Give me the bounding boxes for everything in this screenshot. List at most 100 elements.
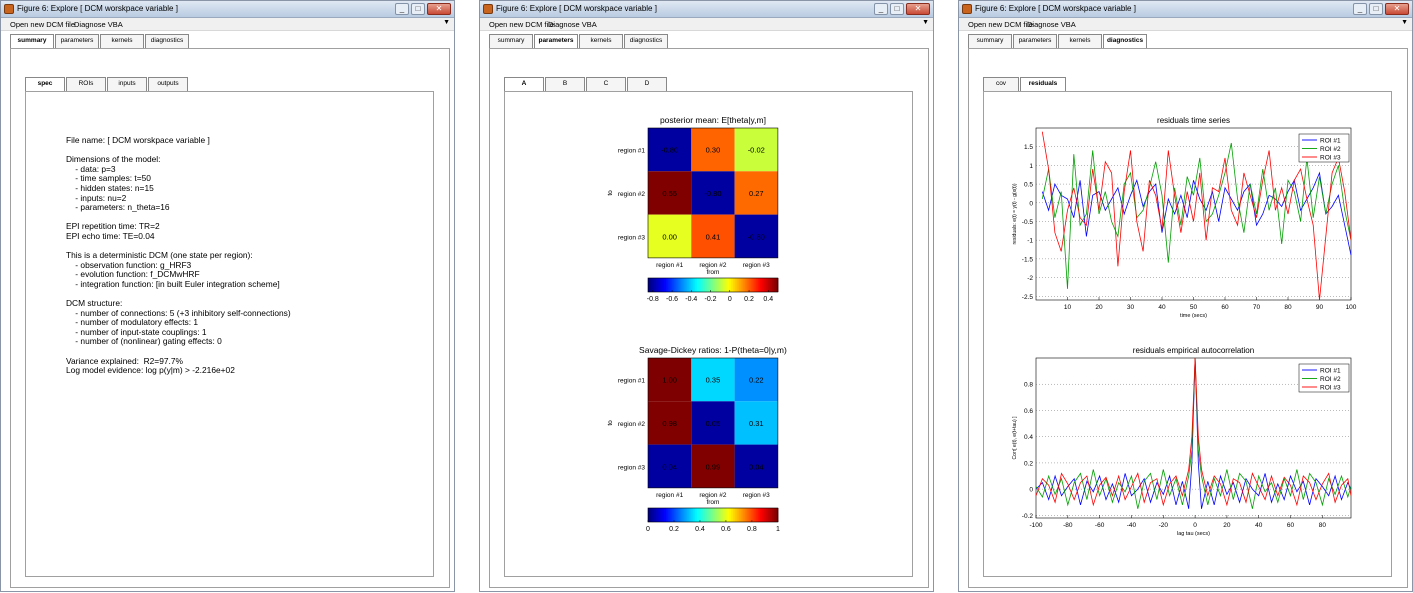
menu-dropdown-icon[interactable]: ▼ <box>922 19 929 26</box>
colorbar-segment <box>719 278 722 292</box>
subtab-d[interactable]: D <box>627 77 667 91</box>
colorbar-segment <box>735 278 738 292</box>
colorbar-segment <box>692 278 696 292</box>
colorbar-segment <box>648 278 651 292</box>
colorbar-segment <box>773 278 777 292</box>
x-axis-label: lag tau (secs) <box>1177 531 1210 537</box>
window-title: Figure 6: Explore [ DCM worskpace variab… <box>17 4 178 13</box>
colorbar-segment <box>727 508 730 522</box>
colorbar-segment <box>729 508 732 522</box>
y-tick-label: 0.8 <box>1024 382 1033 389</box>
colorbar-segment <box>662 278 665 292</box>
colorbar-segment <box>650 278 653 292</box>
menu-diagnose-vba[interactable]: Diagnose VBA <box>74 20 123 29</box>
maximize-button[interactable]: □ <box>1369 3 1383 15</box>
series-line <box>1041 142 1352 289</box>
subtab-inputs[interactable]: inputs <box>107 77 147 91</box>
heatmap-cell <box>691 171 735 215</box>
menu-bar: Open new DCM file Diagnose VBA ▼ <box>1 18 454 31</box>
colorbar-segment <box>680 278 684 292</box>
subtab-outputs[interactable]: outputs <box>148 77 188 91</box>
colorbar-segment <box>686 278 690 292</box>
tab-summary[interactable]: summary <box>10 34 54 49</box>
title-bar[interactable]: Figure 6: Explore [ DCM worskpace variab… <box>959 1 1412 18</box>
title-bar[interactable]: Figure 6: Explore [ DCM worskpace variab… <box>1 1 454 18</box>
tab-parameters[interactable]: parameters <box>1013 34 1057 48</box>
col-tick-label: region #2 <box>699 492 726 499</box>
colorbar-segment <box>658 508 661 522</box>
residual-plots-svg: residuals time series 1.5 1 0.5 0 -0.5 -1 -1.5 -… <box>1012 116 1357 537</box>
colorbar-segment <box>727 278 730 292</box>
menu-diagnose-vba[interactable]: Diagnose VBA <box>548 20 597 29</box>
y-tick-label: -2.5 <box>1022 294 1034 301</box>
colorbar-segment <box>747 508 750 522</box>
colorbar-segment <box>684 278 688 292</box>
tab-summary[interactable]: summary <box>489 34 533 48</box>
colorbar-segment <box>690 278 694 292</box>
col-tick-label: region #3 <box>743 492 770 499</box>
tab-kernels[interactable]: kernels <box>579 34 623 48</box>
title-bar[interactable]: Figure 6: Explore [ DCM worskpace variab… <box>480 1 933 18</box>
summary-line: Variance explained: R2=97.7% <box>66 355 183 366</box>
subtab-c[interactable]: C <box>586 77 626 91</box>
close-button[interactable]: ✕ <box>1385 3 1409 15</box>
colorbar-segment <box>765 278 769 292</box>
menu-dropdown-icon[interactable]: ▼ <box>1401 19 1408 26</box>
summary-line: This is a deterministic DCM (one state p… <box>66 250 253 261</box>
y-axis-label: to <box>607 190 614 196</box>
menu-open-dcm-file[interactable]: Open new DCM file <box>489 20 555 29</box>
row-tick-label: region #1 <box>618 148 645 155</box>
colorbar-tick-label: -0.2 <box>705 296 717 303</box>
tab-summary[interactable]: summary <box>968 34 1012 48</box>
colorbar-segment <box>698 508 702 522</box>
subtab-residuals[interactable]: residuals <box>1020 77 1066 92</box>
colorbar-segment <box>739 508 742 522</box>
menu-dropdown-icon[interactable]: ▼ <box>443 19 450 26</box>
colorbar-segment <box>704 508 708 522</box>
summary-line: File name: [ DCM worskpace variable ] <box>66 135 210 145</box>
heatmap-cell-label: 0.04 <box>662 462 677 471</box>
colorbar-tick-label: 0 <box>646 526 650 533</box>
menu-open-dcm-file[interactable]: Open new DCM file <box>10 20 76 29</box>
close-button[interactable]: ✕ <box>427 3 451 15</box>
heatmap-cell-label: 0.55 <box>662 189 677 198</box>
tab-parameters[interactable]: parameters <box>55 34 99 48</box>
subtab-b[interactable]: B <box>545 77 585 91</box>
colorbar-segment <box>775 278 779 292</box>
maximize-button[interactable]: □ <box>411 3 425 15</box>
plot-title: residuals time series <box>1157 116 1230 125</box>
subtab-spec[interactable]: spec <box>25 77 65 92</box>
heatmap-cell <box>691 444 735 488</box>
menu-bar: Open new DCM file Diagnose VBA ▼ <box>480 18 933 31</box>
colorbar-segment <box>759 278 763 292</box>
tab-parameters[interactable]: parameters <box>534 34 578 49</box>
minimize-button[interactable]: _ <box>395 3 409 15</box>
colorbar-segment <box>714 278 718 292</box>
maximize-button[interactable]: □ <box>890 3 904 15</box>
menu-diagnose-vba[interactable]: Diagnose VBA <box>1027 20 1076 29</box>
tab-kernels[interactable]: kernels <box>100 34 144 48</box>
tab-diagnostics[interactable]: diagnostics <box>145 34 189 48</box>
colorbar-segment <box>755 278 759 292</box>
subtab-a[interactable]: A <box>504 77 544 92</box>
colorbar-segment <box>743 278 746 292</box>
menu-open-dcm-file[interactable]: Open new DCM file <box>968 20 1034 29</box>
colorbar-segment <box>670 278 673 292</box>
col-tick-label: region #1 <box>656 492 683 499</box>
colorbar-segment <box>735 508 738 522</box>
col-tick-label: region #1 <box>656 262 683 269</box>
colorbar-segment <box>723 278 726 292</box>
summary-line: EPI repetition time: TR=2 <box>66 221 160 232</box>
summary-line: - integration function: [in built Euler … <box>66 278 280 289</box>
summary-line: - number of input-state couplings: 1 <box>66 326 207 337</box>
tab-diagnostics[interactable]: diagnostics <box>1103 34 1147 49</box>
subtab-rois[interactable]: ROIs <box>66 77 106 91</box>
summary-line: - number of (nonlinear) gating effects: … <box>66 336 222 347</box>
subtab-cov[interactable]: cov <box>983 77 1019 91</box>
tab-diagnostics[interactable]: diagnostics <box>624 34 668 48</box>
minimize-button[interactable]: _ <box>874 3 888 15</box>
colorbar-segment <box>664 508 667 522</box>
tab-kernels[interactable]: kernels <box>1058 34 1102 48</box>
minimize-button[interactable]: _ <box>1353 3 1367 15</box>
close-button[interactable]: ✕ <box>906 3 930 15</box>
